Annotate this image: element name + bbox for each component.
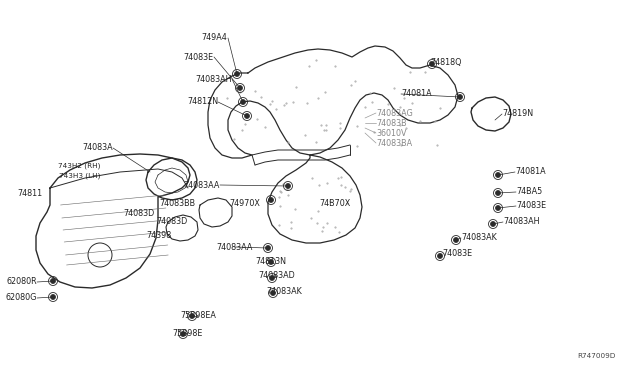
Text: 74083AD: 74083AD [259,272,296,280]
Text: 74083AK: 74083AK [266,286,302,295]
Text: 74083D: 74083D [157,218,188,227]
Text: 74970X: 74970X [230,199,260,208]
Text: 74083E: 74083E [184,52,214,61]
Text: 743H2 (RH): 743H2 (RH) [58,163,100,169]
Circle shape [269,198,273,202]
Text: 74812N: 74812N [187,97,218,106]
Text: 74083D: 74083D [124,208,155,218]
Circle shape [271,291,275,295]
Text: 749A4: 749A4 [201,33,227,42]
Text: 62080G: 62080G [6,294,37,302]
Circle shape [285,183,291,189]
Text: 74083AH: 74083AH [503,218,540,227]
Text: 74811: 74811 [18,189,43,198]
Circle shape [490,221,495,227]
Circle shape [454,237,458,243]
Circle shape [458,94,463,99]
Circle shape [269,276,275,280]
Text: 75898EA: 75898EA [180,311,216,321]
Text: 74081A: 74081A [401,90,431,99]
Text: 74081A: 74081A [515,167,546,176]
Text: 74083AA: 74083AA [217,243,253,251]
Text: 74818Q: 74818Q [430,58,461,67]
Text: 74083BB: 74083BB [159,199,195,208]
Circle shape [495,205,500,211]
Circle shape [237,86,243,90]
Circle shape [189,314,195,318]
Circle shape [269,260,273,264]
Text: 74083BA: 74083BA [376,138,412,148]
Text: 74083AH: 74083AH [195,74,232,83]
Circle shape [241,99,246,105]
Text: 74398: 74398 [147,231,172,241]
Text: R747009D: R747009D [578,353,616,359]
Circle shape [234,71,239,77]
Text: 74083A: 74083A [83,144,113,153]
Text: 74083AG: 74083AG [376,109,413,118]
Text: 74BA5: 74BA5 [516,187,542,196]
Text: 36010V: 36010V [376,128,406,138]
Text: 74813N: 74813N [255,257,287,266]
Circle shape [51,279,56,283]
Text: 74B70X: 74B70X [319,199,351,208]
Circle shape [51,295,56,299]
Text: 74819N: 74819N [502,109,533,119]
Text: 74083E: 74083E [516,202,546,211]
Circle shape [429,61,435,67]
Circle shape [495,190,500,196]
Circle shape [180,331,186,337]
Text: 74083AA: 74083AA [184,180,220,189]
Circle shape [438,253,442,259]
Text: 62080R: 62080R [6,278,37,286]
Text: 74083E: 74083E [442,250,472,259]
Text: 743H3 (LH): 743H3 (LH) [59,173,100,179]
Circle shape [266,246,271,250]
Circle shape [495,173,500,177]
Text: 74083B: 74083B [376,119,406,128]
Text: 74083AK: 74083AK [461,234,497,243]
Circle shape [244,113,250,119]
Text: 75898E: 75898E [173,328,203,337]
